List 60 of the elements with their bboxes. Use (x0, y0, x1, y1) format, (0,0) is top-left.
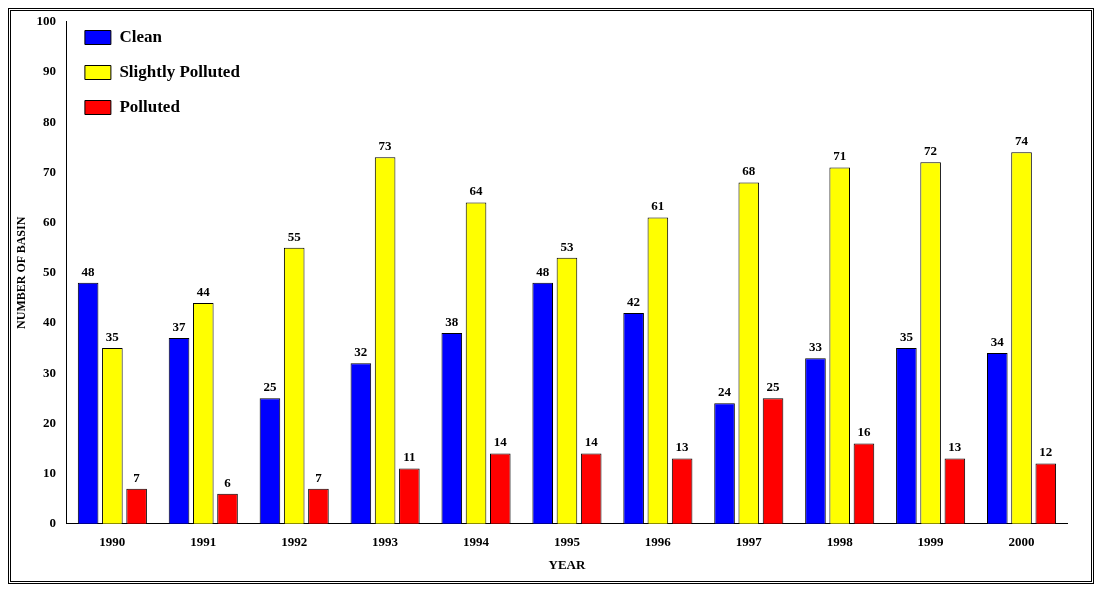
data-label: 7 (133, 469, 141, 485)
data-label: 44 (196, 283, 211, 299)
data-label: 34 (990, 333, 1005, 349)
data-label: 48 (81, 263, 96, 279)
x-tick-label: 1999 (917, 533, 945, 549)
data-label: 6 (224, 474, 232, 490)
x-tick-label: 1993 (372, 533, 399, 549)
data-label: 53 (560, 238, 574, 254)
data-label: 33 (808, 339, 823, 354)
x-tick-label: 2000 (1008, 533, 1035, 549)
data-label: 25 (766, 379, 781, 395)
data-label: 71 (833, 148, 847, 164)
data-label: 61 (651, 198, 665, 214)
data-label: 35 (899, 328, 914, 344)
data-label: 12 (1039, 444, 1053, 460)
data-label: 38 (445, 313, 459, 329)
legend-label: Clean (119, 26, 163, 46)
data-label: 37 (172, 318, 187, 334)
x-tick-label: 1991 (190, 533, 217, 549)
legend-label: Slightly Polluted (119, 61, 241, 81)
x-tick-label: 1995 (553, 533, 581, 549)
y-tick-label: 10 (42, 464, 56, 480)
x-tick-label: 1996 (644, 533, 672, 549)
data-label: 35 (105, 328, 120, 344)
data-label: 11 (403, 449, 416, 465)
data-label: 7 (315, 469, 323, 485)
y-tick-label: 100 (36, 13, 56, 29)
data-label: 64 (469, 183, 484, 199)
x-tick-label: 1998 (826, 533, 854, 549)
y-tick-label: 60 (42, 213, 56, 229)
data-label: 13 (948, 439, 962, 455)
y-tick-label: 80 (42, 113, 56, 129)
y-tick-label: 30 (42, 364, 56, 380)
data-label: 42 (627, 293, 641, 309)
y-tick-label: 40 (42, 314, 56, 330)
data-label: 48 (536, 263, 550, 279)
y-tick-label: 50 (42, 264, 56, 280)
data-label: 25 (263, 379, 277, 395)
data-label: 68 (742, 163, 756, 179)
legend-label: Polluted (119, 96, 181, 116)
y-tick-label: 90 (42, 63, 56, 79)
x-tick-label: 1997 (735, 533, 763, 549)
data-label: 13 (675, 439, 690, 455)
data-label: 32 (354, 344, 368, 360)
x-tick-label: 1994 (463, 533, 490, 549)
data-label: 14 (584, 434, 599, 450)
y-tick-label: 0 (49, 515, 56, 531)
x-tick-label: 1992 (281, 533, 308, 549)
data-label: 73 (378, 138, 393, 154)
data-label: 72 (924, 143, 938, 159)
data-label: 14 (493, 434, 508, 450)
data-label: 24 (718, 384, 732, 400)
y-tick-label: 20 (42, 414, 56, 430)
y-axis-title: NUMBER OF BASIN (14, 216, 29, 329)
x-axis-title: YEAR (548, 556, 586, 572)
data-label: 16 (857, 424, 871, 440)
data-label: 74 (1015, 133, 1029, 149)
data-label: 55 (287, 228, 302, 244)
y-tick-label: 70 (42, 163, 56, 179)
x-tick-label: 1990 (99, 533, 126, 549)
